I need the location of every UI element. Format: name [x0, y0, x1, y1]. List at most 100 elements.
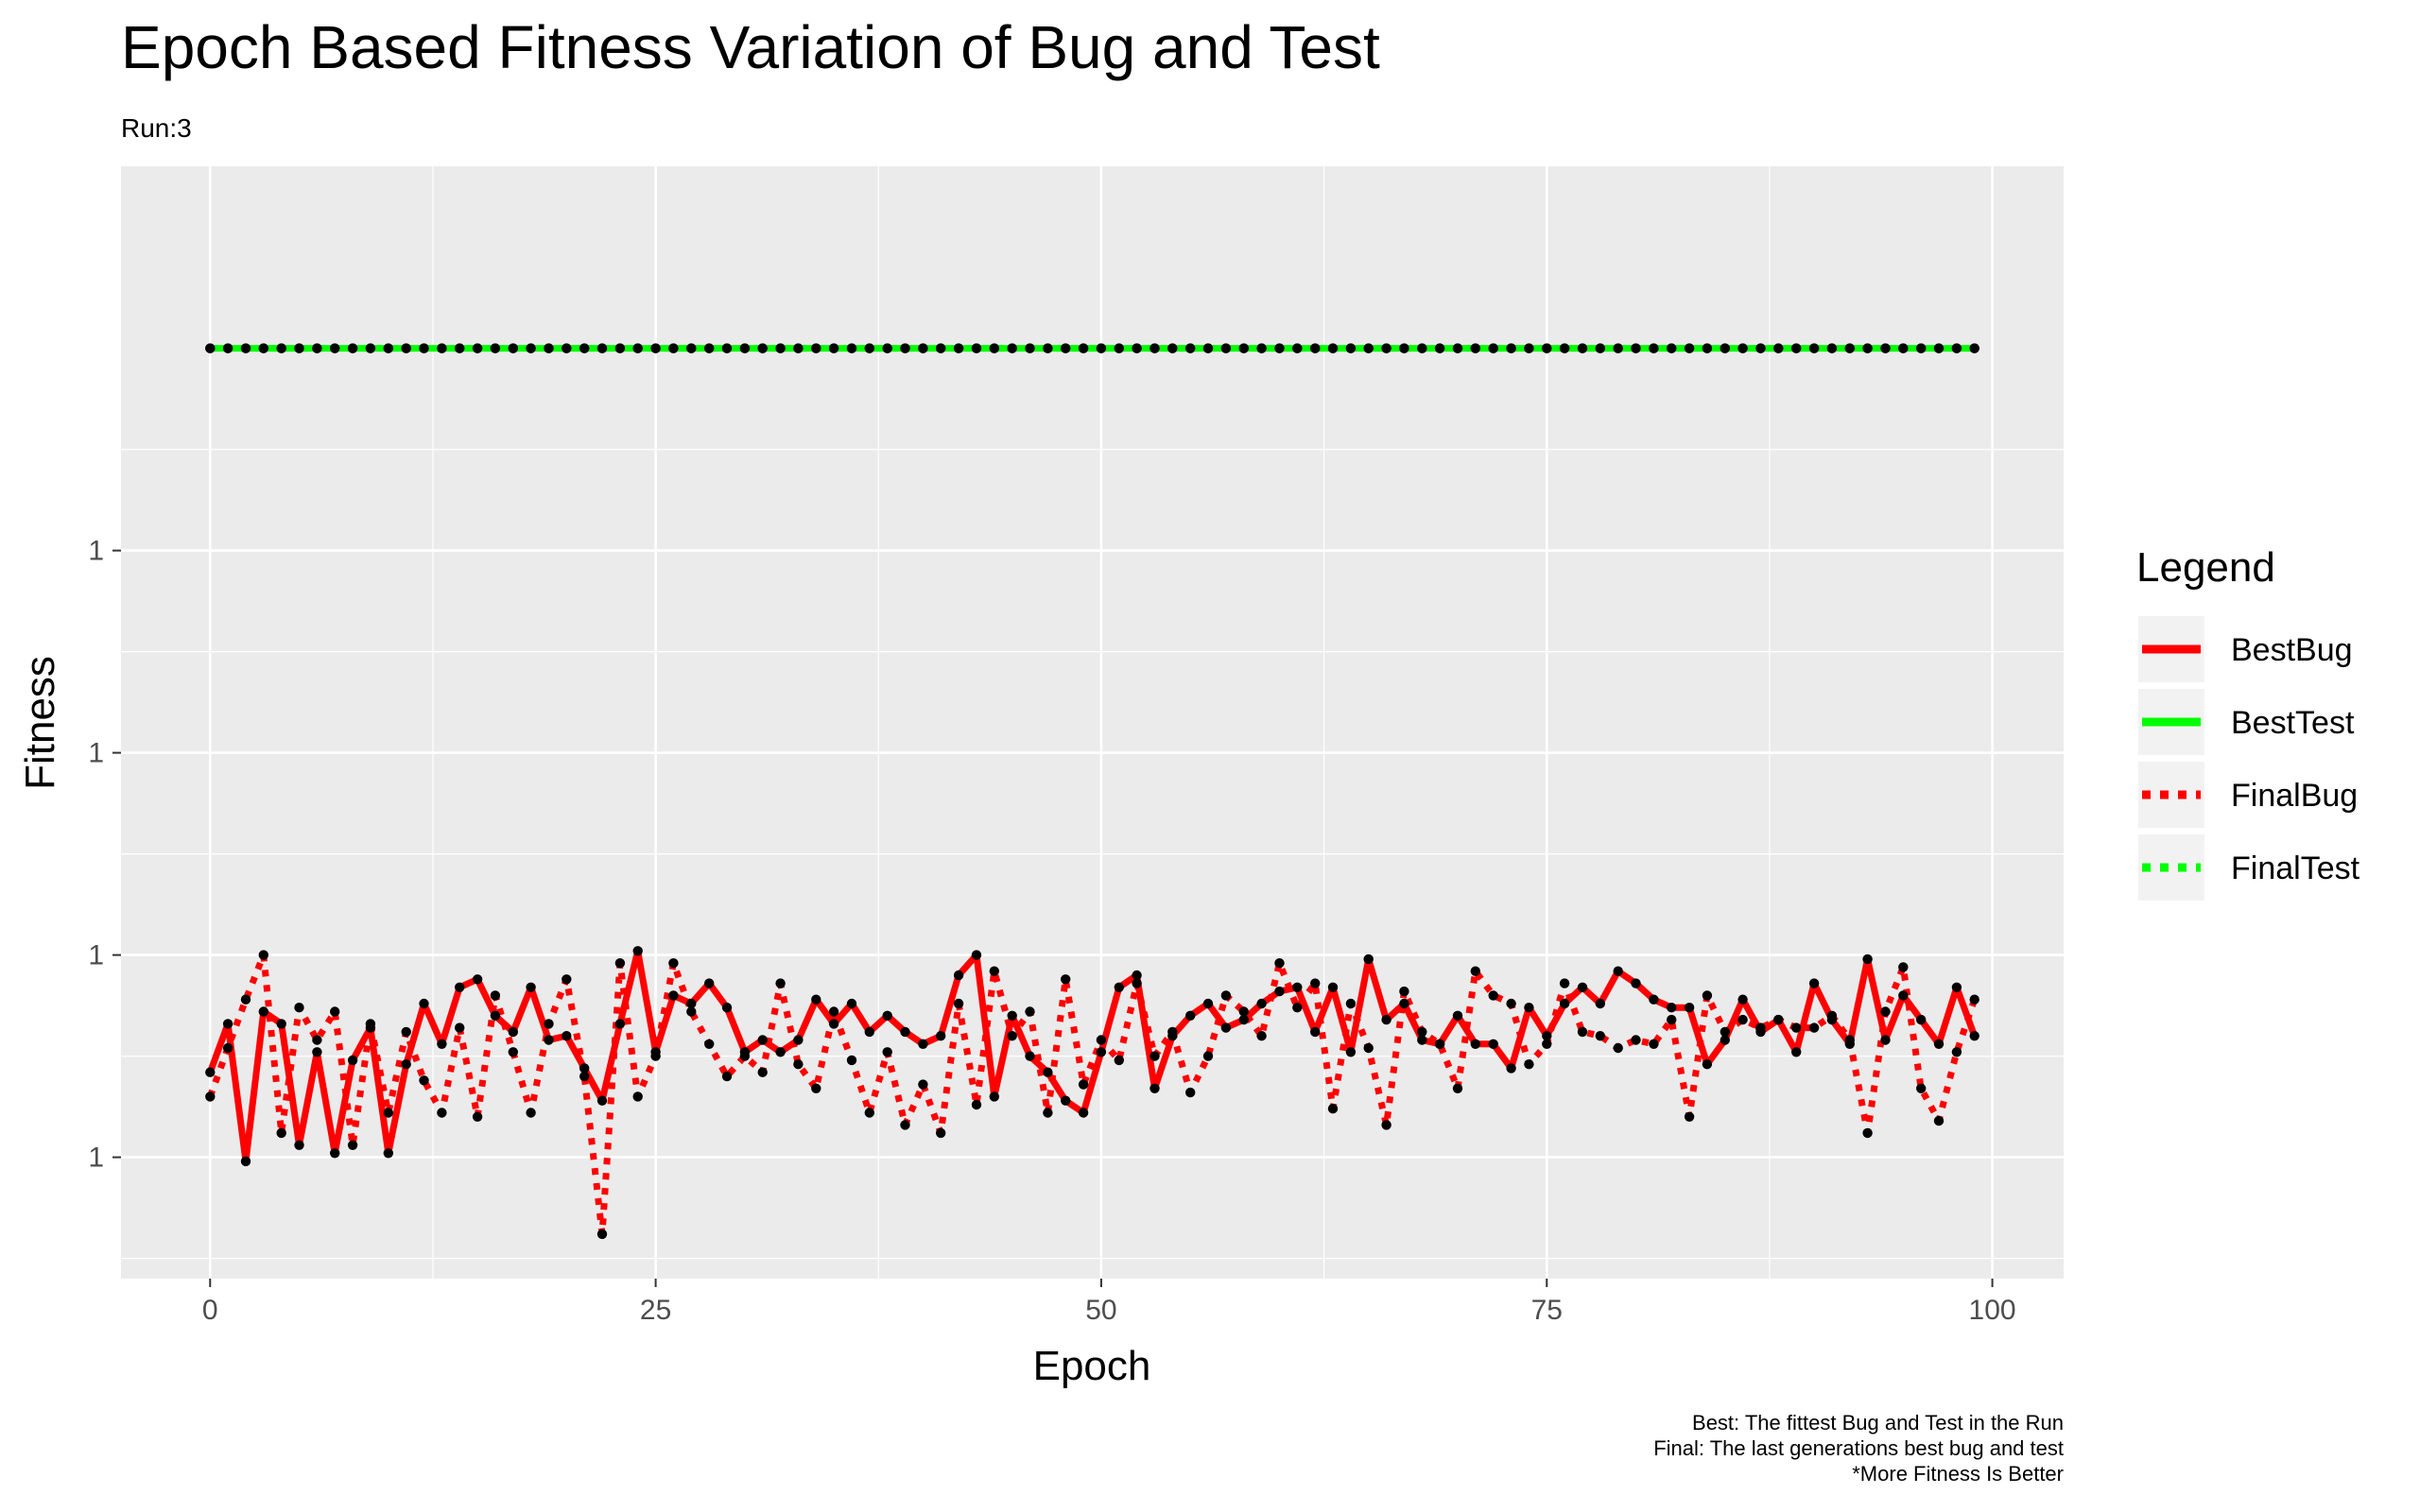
data-point-bestbug	[1256, 998, 1267, 1009]
data-point-finaltest	[882, 343, 892, 353]
data-point-bestbug	[205, 1067, 216, 1077]
data-point-finaltest	[1969, 343, 1979, 353]
data-point-bestbug	[757, 1035, 768, 1045]
data-point-finalbug	[721, 1071, 733, 1082]
data-point-bestbug	[276, 1019, 286, 1029]
data-point-bestbug	[544, 1035, 554, 1045]
data-point-finalbug	[739, 1051, 751, 1061]
data-point-finalbug	[1043, 1108, 1053, 1118]
data-point-finalbug	[632, 1091, 643, 1102]
data-point-finaltest	[1667, 343, 1677, 353]
data-point-finalbug	[650, 1051, 661, 1061]
data-point-finalbug	[258, 950, 268, 960]
data-point-bestbug	[864, 1026, 874, 1038]
data-point-finaltest	[1399, 343, 1409, 353]
x-tick-label: 0	[202, 1295, 218, 1326]
data-point-finalbug	[276, 1127, 286, 1139]
data-point-finalbug	[1916, 1083, 1927, 1094]
data-point-bestbug	[1524, 1003, 1534, 1013]
data-point-finaltest	[330, 343, 340, 353]
data-point-finaltest	[1720, 343, 1731, 353]
data-point-finaltest	[1702, 343, 1713, 353]
data-point-finalbug	[1007, 1031, 1017, 1041]
y-tick-label: 1	[88, 940, 104, 971]
data-point-bestbug	[1737, 994, 1748, 1005]
data-point-finalbug	[1202, 1051, 1214, 1061]
data-point-finalbug	[846, 1055, 857, 1066]
data-point-finaltest	[1577, 343, 1588, 353]
data-point-bestbug	[918, 1039, 928, 1050]
data-point-finalbug	[347, 1140, 358, 1151]
data-point-bestbug	[1667, 1003, 1677, 1013]
data-point-bestbug	[953, 970, 964, 981]
points-layer	[205, 343, 1979, 1240]
data-point-finaltest	[846, 343, 857, 353]
data-point-finaltest	[1470, 343, 1481, 353]
data-point-finaltest	[1488, 343, 1498, 353]
data-point-finaltest	[686, 343, 697, 353]
data-point-bestbug	[1470, 1039, 1481, 1050]
data-point-bestbug	[1238, 1014, 1250, 1025]
data-point-finalbug	[757, 1067, 768, 1077]
data-point-finalbug	[936, 1127, 946, 1139]
data-point-finalbug	[1773, 1014, 1784, 1025]
data-point-finaltest	[1220, 343, 1232, 353]
data-point-bestbug	[1417, 1035, 1427, 1045]
data-point-bestbug	[1061, 1095, 1071, 1106]
data-point-finaltest	[971, 343, 982, 353]
data-point-finaltest	[1434, 343, 1445, 353]
data-point-finalbug	[1470, 966, 1481, 976]
data-point-finalbug	[1577, 1026, 1588, 1038]
data-point-finaltest	[989, 343, 1000, 353]
data-point-finaltest	[1649, 343, 1659, 353]
data-point-finalbug	[419, 1075, 429, 1086]
data-point-bestbug	[1720, 1035, 1731, 1045]
data-point-finaltest	[455, 343, 465, 353]
data-point-finaltest	[1007, 343, 1017, 353]
grid-minor	[121, 166, 2064, 1279]
data-point-finaltest	[918, 343, 928, 353]
data-point-finalbug	[1755, 1022, 1766, 1033]
data-point-bestbug	[1220, 1022, 1232, 1033]
data-point-finalbug	[1381, 1120, 1392, 1130]
data-point-finaltest	[312, 343, 322, 353]
data-point-bestbug	[1488, 1039, 1498, 1050]
data-point-finaltest	[811, 343, 821, 353]
y-tick-label: 1	[88, 1143, 104, 1174]
data-point-bestbug	[1506, 1063, 1516, 1074]
data-point-finalbug	[222, 1042, 233, 1054]
data-point-finalbug	[490, 990, 501, 1001]
data-point-finalbug	[508, 1047, 518, 1057]
data-point-finalbug	[1702, 990, 1713, 1001]
series-line-bestbug	[207, 947, 1978, 1165]
data-point-finalbug	[1345, 998, 1357, 1009]
data-point-finaltest	[1345, 343, 1357, 353]
legend-title: Legend	[2136, 544, 2275, 591]
data-point-finaltest	[900, 343, 910, 353]
data-point-finaltest	[668, 343, 679, 353]
data-point-bestbug	[1542, 1031, 1552, 1041]
data-point-finaltest	[1238, 343, 1250, 353]
data-point-finaltest	[508, 343, 518, 353]
data-point-finalbug	[1844, 1035, 1856, 1045]
data-point-finalbug	[205, 1091, 216, 1102]
legend-label: BestTest	[2231, 705, 2355, 741]
data-point-bestbug	[1007, 1010, 1017, 1022]
x-tick-label: 25	[640, 1295, 671, 1326]
data-point-finaltest	[258, 343, 268, 353]
data-point-finaltest	[739, 343, 751, 353]
data-point-finaltest	[1132, 343, 1142, 353]
data-point-bestbug	[508, 1026, 518, 1038]
data-point-finaltest	[365, 343, 376, 353]
data-point-bestbug	[614, 1019, 626, 1029]
data-point-bestbug	[828, 1019, 839, 1029]
data-point-finaltest	[383, 343, 393, 353]
data-point-finalbug	[526, 1108, 536, 1118]
data-point-bestbug	[1292, 982, 1303, 993]
data-point-finaltest	[544, 343, 554, 353]
data-point-finaltest	[1096, 343, 1107, 353]
data-point-finalbug	[918, 1079, 928, 1090]
data-point-finalbug	[1061, 974, 1071, 985]
data-point-bestbug	[882, 1010, 892, 1022]
